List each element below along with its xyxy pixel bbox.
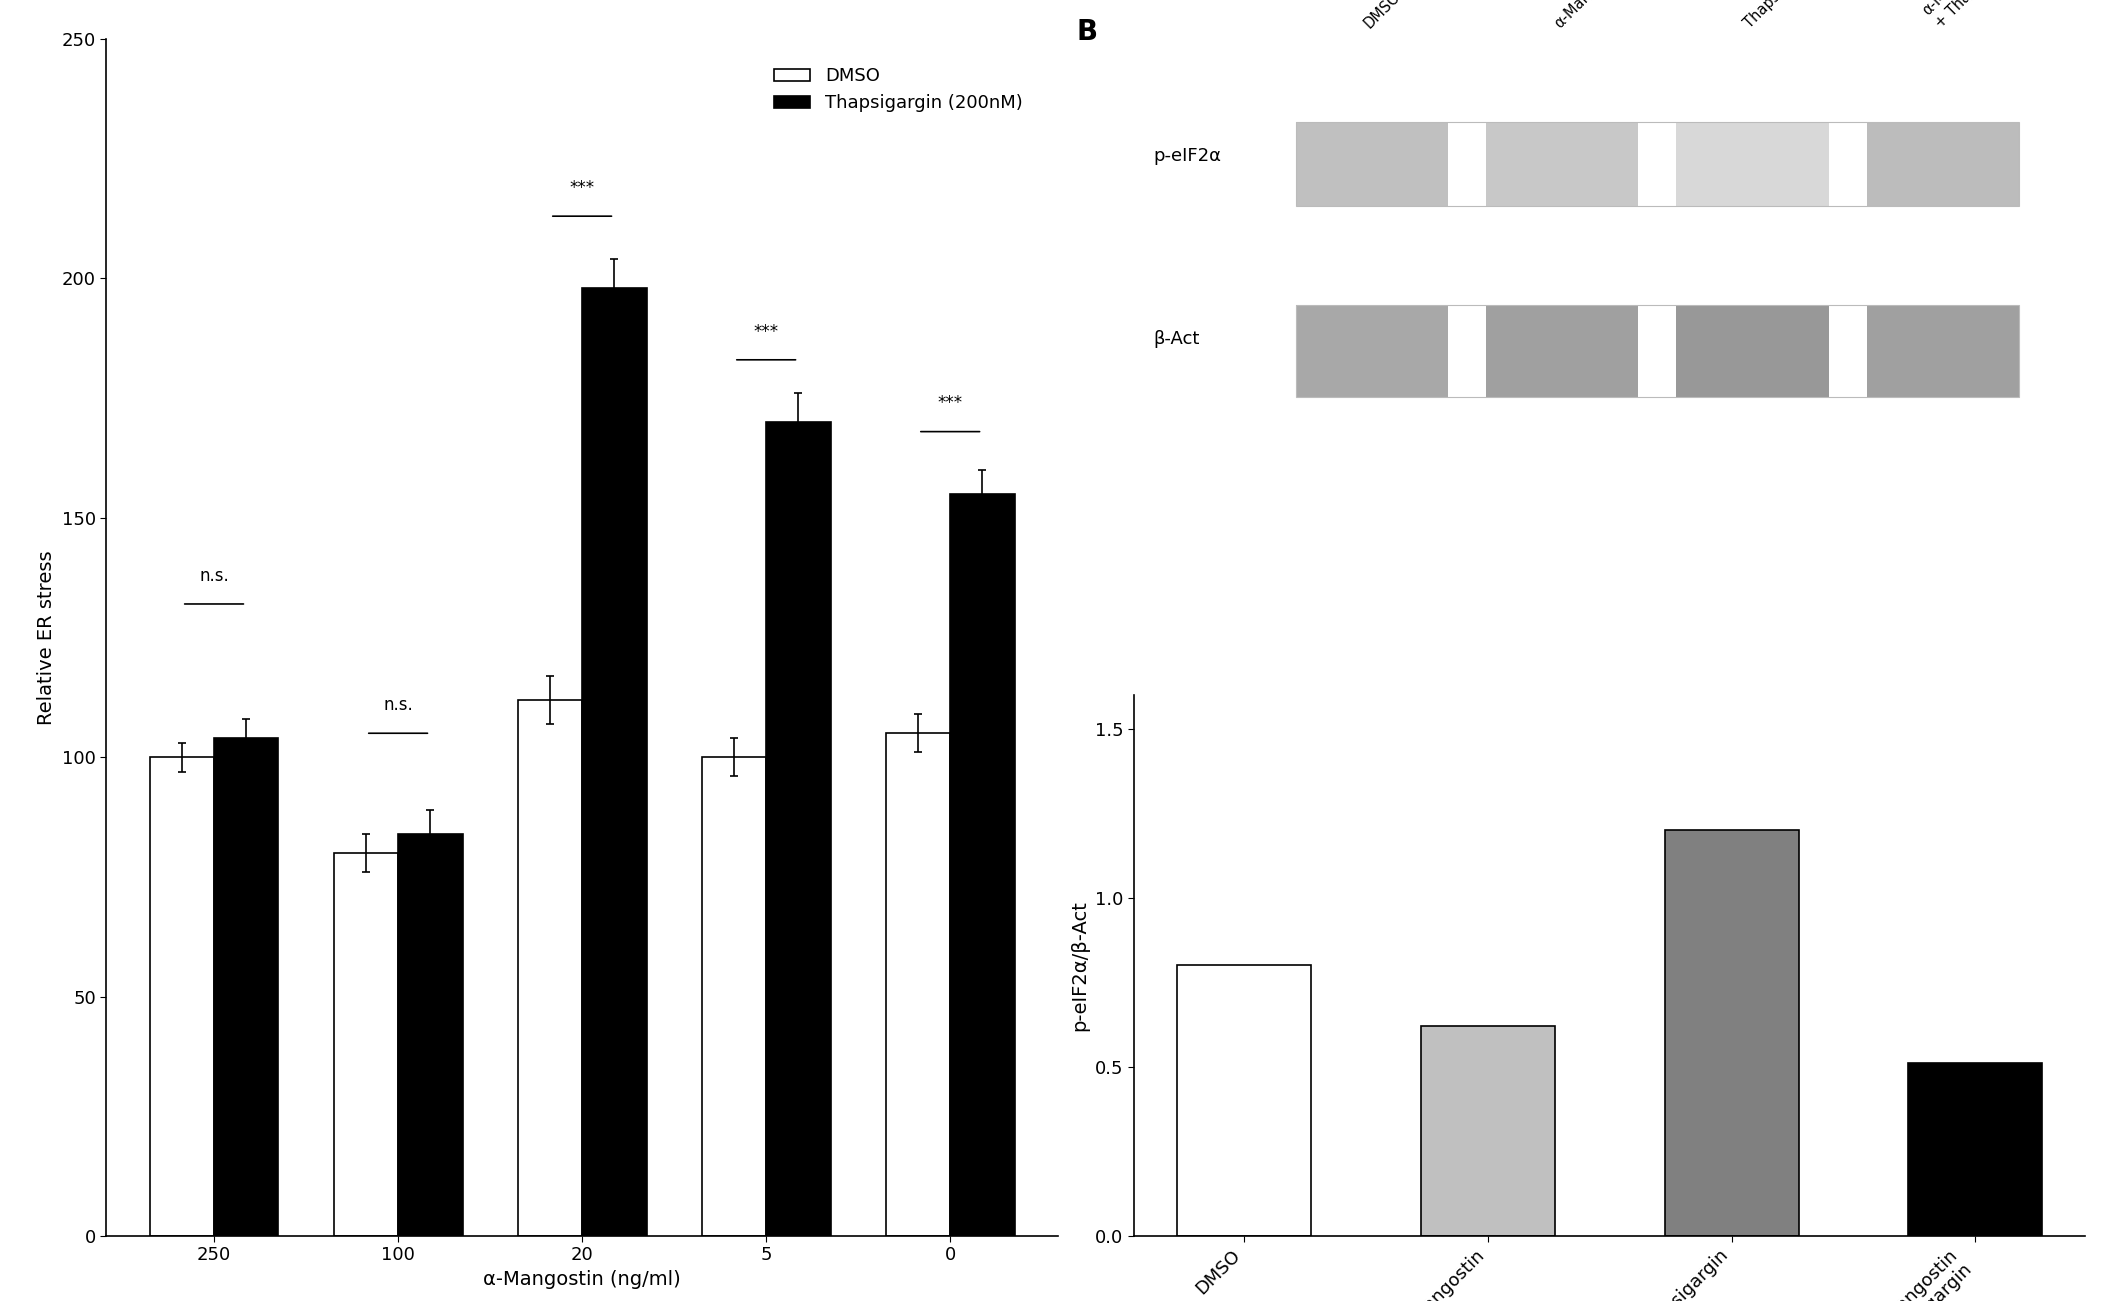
Bar xyxy=(1296,122,2019,206)
Text: β-Act: β-Act xyxy=(1153,329,1200,347)
Bar xyxy=(149,757,215,1236)
Bar xyxy=(1866,122,2019,206)
Text: ***: *** xyxy=(753,323,779,341)
Text: B: B xyxy=(1077,18,1098,47)
X-axis label: α-Mangostin (ng/ml): α-Mangostin (ng/ml) xyxy=(483,1270,681,1289)
Text: ***: *** xyxy=(570,180,594,196)
Bar xyxy=(1296,306,2019,397)
Bar xyxy=(1485,122,1639,206)
Bar xyxy=(1485,306,1639,397)
Bar xyxy=(1422,1026,1556,1236)
Bar xyxy=(1677,122,1828,206)
Legend: DMSO, Thapsigargin (200nM): DMSO, Thapsigargin (200nM) xyxy=(766,60,1030,120)
Text: Thapsigargin: Thapsigargin xyxy=(1743,0,1819,31)
Bar xyxy=(1177,965,1311,1236)
Bar xyxy=(334,853,398,1236)
Bar xyxy=(885,734,951,1236)
Y-axis label: p-eIF2α/β-Act: p-eIF2α/β-Act xyxy=(1070,900,1090,1030)
Bar xyxy=(1866,306,2019,397)
Bar xyxy=(1664,830,1798,1236)
Text: n.s.: n.s. xyxy=(383,696,413,714)
Text: C: C xyxy=(992,652,1011,679)
Bar xyxy=(215,738,279,1236)
Bar xyxy=(583,288,647,1236)
Bar xyxy=(1296,306,1447,397)
Text: ***: *** xyxy=(938,394,962,412)
Bar xyxy=(1909,1063,2043,1236)
Text: n.s.: n.s. xyxy=(200,567,230,585)
Bar xyxy=(398,834,462,1236)
Y-axis label: Relative ER stress: Relative ER stress xyxy=(36,550,55,725)
Text: α-Mangostin
+ Thapsigargin: α-Mangostin + Thapsigargin xyxy=(1919,0,2022,31)
Bar xyxy=(951,494,1015,1236)
Text: DMSO: DMSO xyxy=(1362,0,1404,31)
Bar xyxy=(517,700,583,1236)
Bar xyxy=(766,422,830,1236)
Bar xyxy=(1296,122,1447,206)
Bar xyxy=(702,757,766,1236)
Bar xyxy=(1677,306,1828,397)
Text: p-eIF2α: p-eIF2α xyxy=(1153,147,1221,165)
Text: α-Mangostin: α-Mangostin xyxy=(1551,0,1626,31)
